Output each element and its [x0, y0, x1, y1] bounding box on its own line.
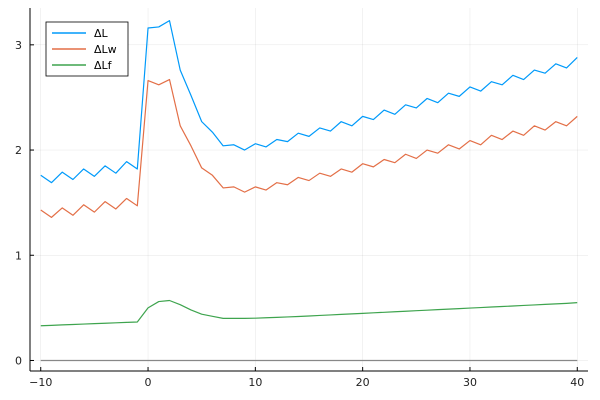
x-tick-label: −10: [29, 376, 52, 389]
y-tick-label: 1: [15, 249, 22, 262]
x-tick-label: 40: [570, 376, 584, 389]
series-line-2: [40, 78, 578, 218]
legend: ΔL ΔLw ΔLf: [45, 21, 129, 77]
y-tick-label: 0: [15, 354, 22, 367]
y-tick-label: 3: [15, 39, 22, 52]
x-tick-label: 10: [248, 376, 262, 389]
y-tick-label: 2: [15, 144, 22, 157]
x-tick-label: 0: [145, 376, 152, 389]
legend-label: ΔLw: [94, 43, 117, 56]
legend-label: ΔLf: [94, 59, 113, 72]
series-lines: [40, 20, 578, 362]
x-tick-label: 30: [463, 376, 477, 389]
x-tick-label: 20: [356, 376, 370, 389]
legend-label: ΔL: [94, 27, 109, 40]
tick-labels: −10 0 10 20 30 40 0 1 2 3: [15, 39, 584, 389]
axes: [29, 8, 588, 372]
series-line-3: [40, 299, 578, 327]
series-line-1: [40, 20, 578, 184]
